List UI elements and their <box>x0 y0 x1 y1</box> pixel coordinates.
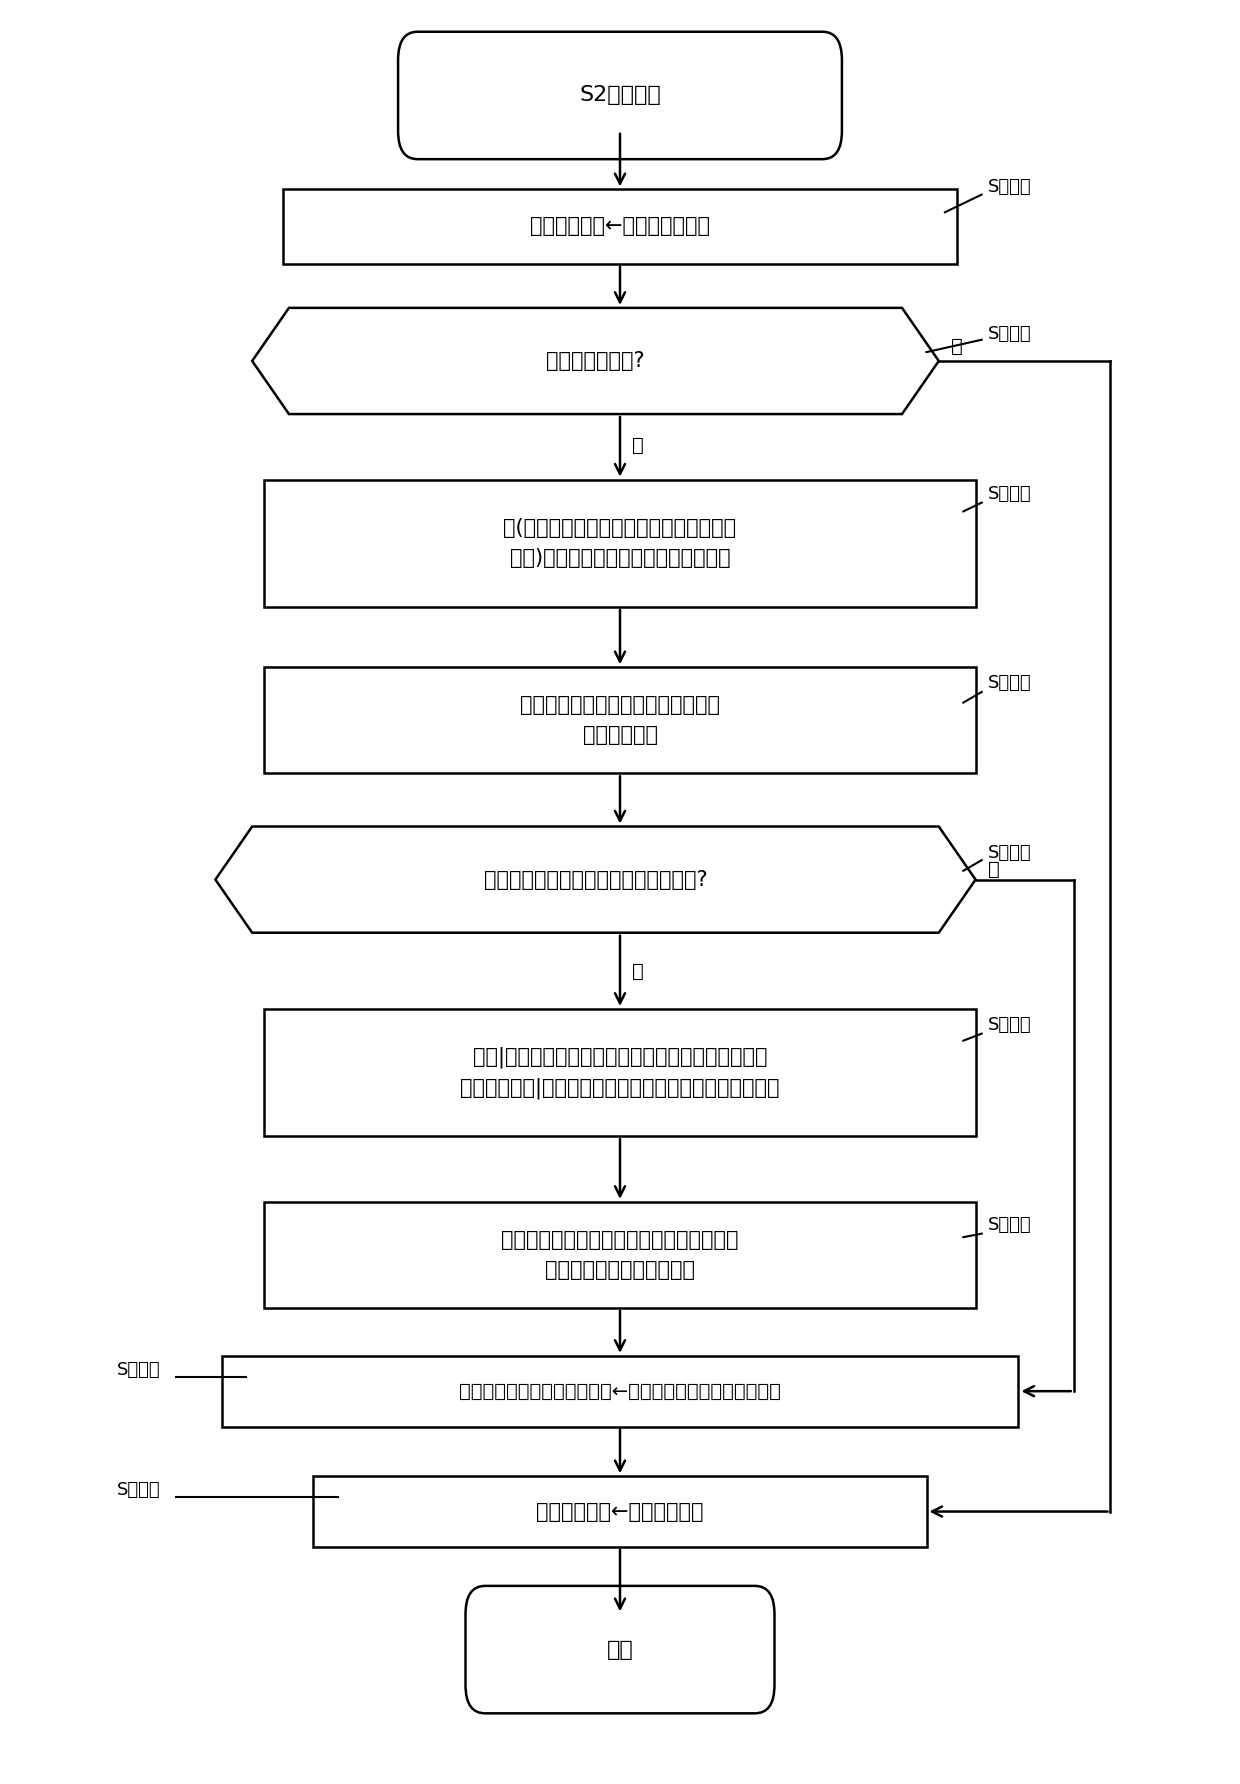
Text: 运算|此次的第２旋转信号发生间隔－前次的第２旋转
信号发生间隔|，作为此次的第２旋转信号发生间隔变化量: 运算|此次的第２旋转信号发生间隔－前次的第２旋转 信号发生间隔|，作为此次的第２… <box>460 1045 780 1099</box>
Text: S２０６: S２０６ <box>988 1015 1032 1033</box>
Text: S２０７: S２０７ <box>988 1215 1032 1235</box>
Text: S２０９: S２０９ <box>118 1481 161 1499</box>
Text: S２０３: S２０３ <box>988 485 1032 503</box>
Text: S２０４: S２０４ <box>988 674 1032 692</box>
Text: S２０１: S２０１ <box>988 178 1032 196</box>
Bar <box>264 480 976 607</box>
Text: S2中断处理: S2中断处理 <box>579 86 661 105</box>
Text: 将(此次的计时器计测值－前次的计时器计
测值)设为此次的第２旋转信号发生间隔: 将(此次的计时器计测值－前次的计时器计 测值)设为此次的第２旋转信号发生间隔 <box>503 519 737 567</box>
Bar <box>222 1356 1018 1427</box>
Text: S２０５: S２０５ <box>988 844 1032 862</box>
Bar <box>264 667 976 774</box>
Text: 否: 否 <box>988 860 999 878</box>
Text: S２０８: S２０８ <box>118 1361 161 1379</box>
Text: 根据此次的第２旋转信号发生间隔变化量，
取得旋转速度变化量的信息: 根据此次的第２旋转信号发生间隔变化量， 取得旋转速度变化量的信息 <box>501 1231 739 1279</box>
FancyBboxPatch shape <box>398 32 842 159</box>
Text: 前次的第２旋转信号发生间隔←此次的第２旋转信号发生间隔: 前次的第２旋转信号发生间隔←此次的第２旋转信号发生间隔 <box>459 1381 781 1400</box>
Polygon shape <box>252 309 939 414</box>
Text: 结束: 结束 <box>606 1639 634 1659</box>
Text: 此次的计测值←计时器的计测值: 此次的计测值←计时器的计测值 <box>529 216 711 237</box>
Text: 根据此次的第２旋转信号发生间隔，
检测旋转速度: 根据此次的第２旋转信号发生间隔， 检测旋转速度 <box>520 696 720 746</box>
Text: 运算出了前次的第２旋转信号发生间隔?: 运算出了前次的第２旋转信号发生间隔? <box>484 869 707 890</box>
Bar <box>264 1008 976 1136</box>
Bar <box>314 1475 926 1547</box>
Bar <box>264 1202 976 1308</box>
Text: S２０２: S２０２ <box>988 325 1032 343</box>
Text: 有前次的计测值?: 有前次的计测值? <box>546 351 645 371</box>
FancyBboxPatch shape <box>465 1586 775 1713</box>
Text: 否: 否 <box>951 337 962 357</box>
Text: 是: 是 <box>632 437 644 455</box>
Polygon shape <box>216 826 976 933</box>
Text: 前次的计测值←此次的计测值: 前次的计测值←此次的计测值 <box>536 1502 704 1522</box>
Text: 是: 是 <box>632 962 644 981</box>
Bar <box>283 189 957 264</box>
